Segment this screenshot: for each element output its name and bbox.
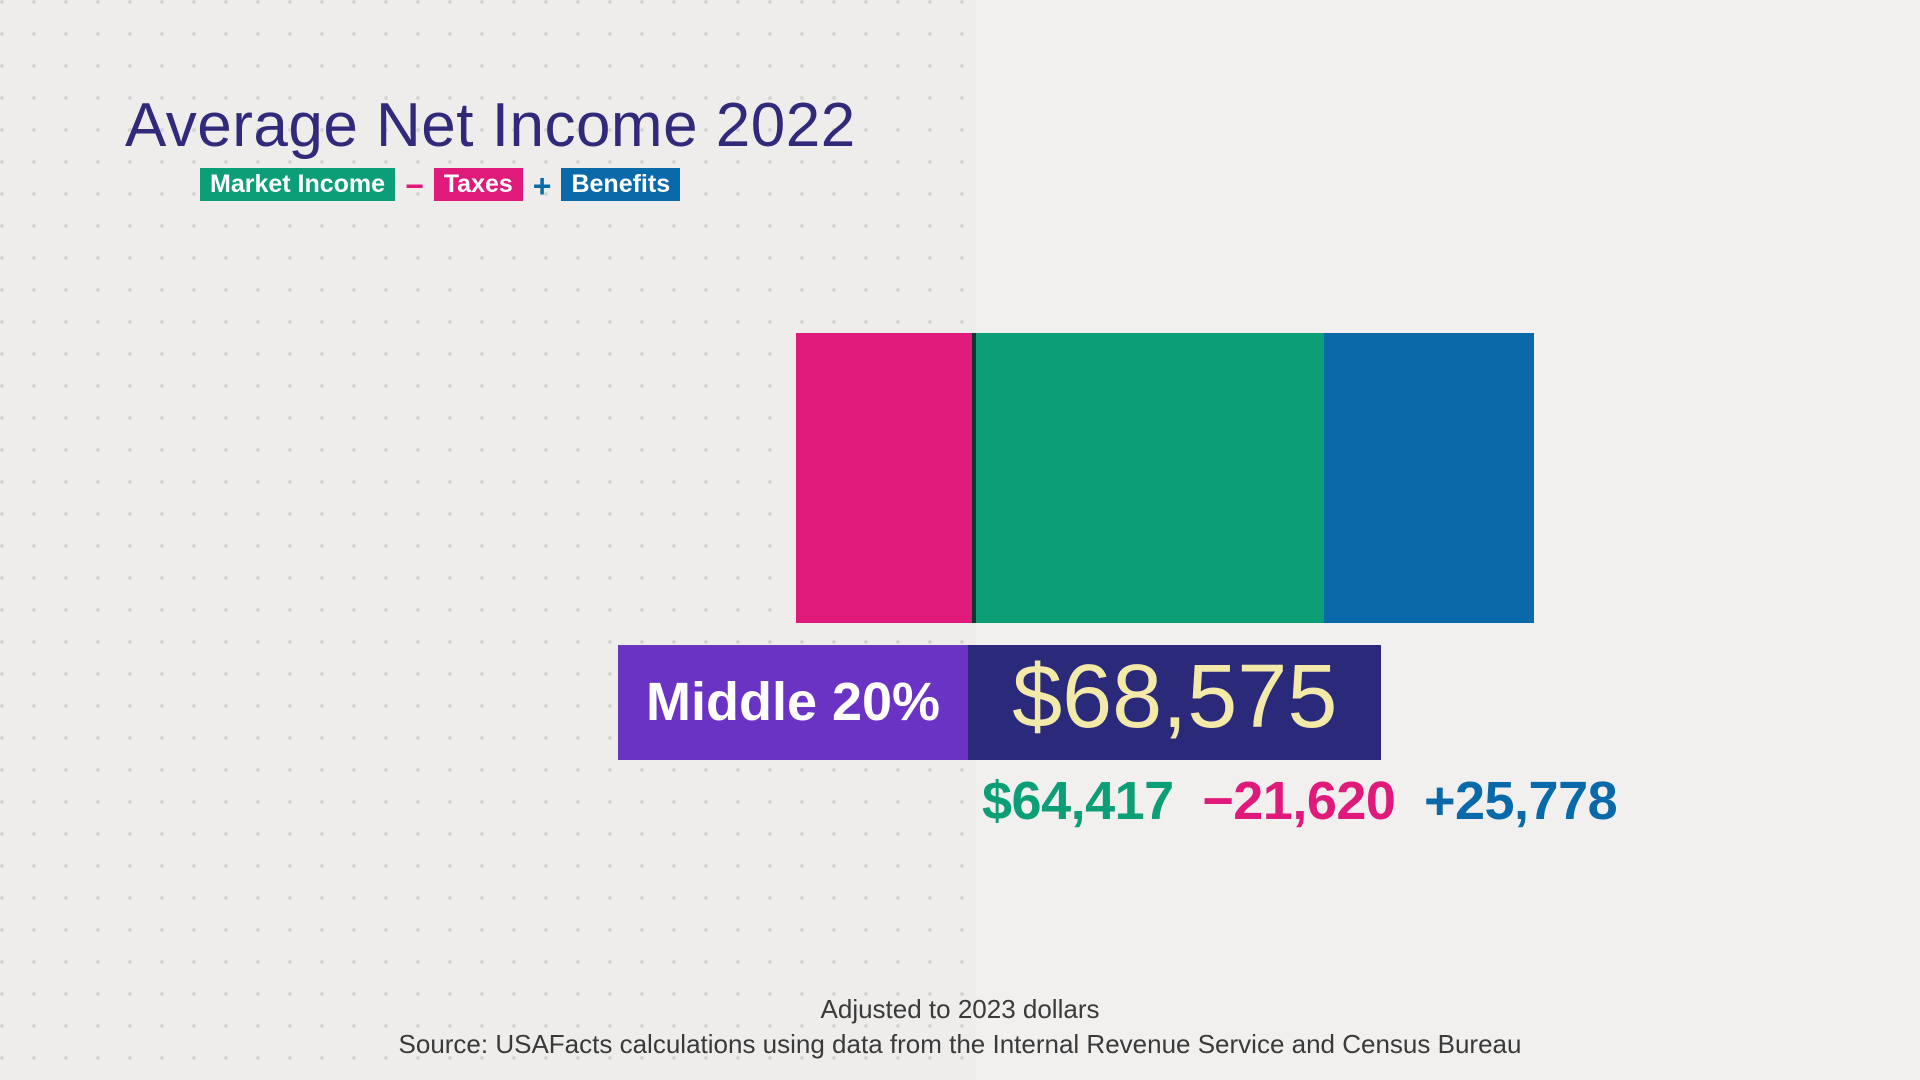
footer: Adjusted to 2023 dollars Source: USAFact…	[0, 992, 1920, 1062]
legend-market-income: Market Income	[200, 168, 395, 201]
group-label: Middle 20%	[618, 645, 968, 760]
legend: Market Income − Taxes + Benefits	[200, 168, 680, 201]
breakdown-benefits: +25,778	[1424, 770, 1617, 832]
breakdown-row: $64,417 −21,620 +25,778	[982, 770, 1617, 832]
breakdown-market: $64,417	[982, 770, 1174, 832]
footer-line-2: Source: USAFacts calculations using data…	[0, 1027, 1920, 1062]
bar-benefits	[1324, 333, 1534, 623]
footer-line-1: Adjusted to 2023 dollars	[0, 992, 1920, 1027]
breakdown-taxes: −21,620	[1202, 770, 1395, 832]
bar-taxes	[796, 333, 972, 623]
net-amount: $68,575	[968, 645, 1381, 760]
legend-plus-icon: +	[533, 170, 552, 202]
group-label-row: Middle 20%$68,575	[618, 645, 1381, 760]
bar-market	[972, 333, 1324, 623]
legend-benefits: Benefits	[561, 168, 680, 201]
legend-taxes: Taxes	[434, 168, 523, 201]
chart-title: Average Net Income 2022	[125, 90, 856, 161]
bar-divider	[972, 333, 976, 623]
legend-minus-icon: −	[405, 170, 424, 202]
